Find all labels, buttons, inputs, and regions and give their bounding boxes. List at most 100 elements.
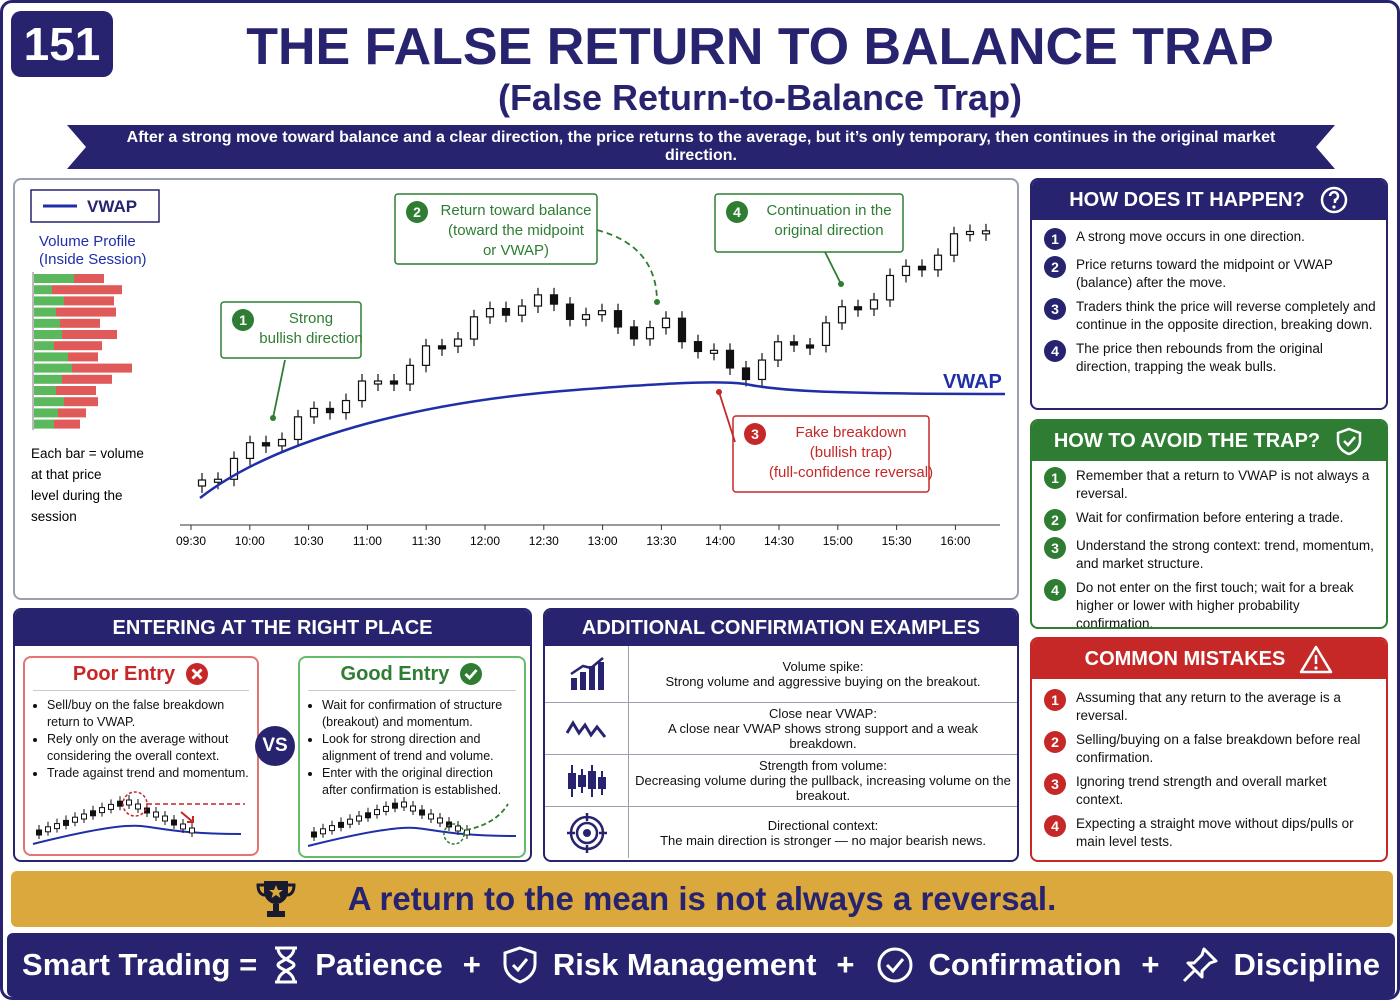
panel-header: COMMON MISTAKES [1032, 639, 1386, 679]
mini-body [126, 799, 132, 806]
candle-body [277, 438, 287, 447]
confirm-text: Volume spike: Strong volume and aggressiv… [629, 646, 1017, 702]
time-label: 16:00 [940, 534, 970, 548]
entering-panel: ENTERING AT THE RIGHT PLACE Poor Entry S… [13, 608, 532, 862]
mini-vwap [32, 824, 242, 845]
footer-lead: Smart Trading = [22, 947, 258, 982]
bullet-list: Wait for confirmation of structure (brea… [308, 697, 516, 799]
callout-text: Continuation in the [766, 202, 891, 219]
profile-red [62, 330, 117, 339]
icon [877, 947, 913, 983]
candle-body [533, 294, 543, 307]
profile-red [62, 374, 112, 384]
time-label: 11:30 [412, 534, 441, 548]
profile-green [34, 363, 72, 373]
item-text: Assuming that any return to the average … [1076, 690, 1341, 723]
candle-body [805, 344, 815, 349]
candle-body [645, 327, 655, 340]
mini-body [329, 825, 335, 832]
footer-item: Patience [315, 947, 443, 982]
panel-header: HOW TO AVOID THE TRAP? [1032, 421, 1386, 461]
callout-number: 2 [413, 204, 421, 220]
icon [1336, 427, 1362, 456]
profile-green [34, 397, 64, 407]
box-title-text: Poor Entry [72, 662, 176, 685]
profile-green [34, 352, 68, 362]
mini-body [153, 811, 159, 818]
candle-body [469, 316, 479, 340]
profile-green [34, 341, 54, 351]
item-text: Price returns toward the midpoint or VWA… [1076, 257, 1333, 290]
icon [275, 946, 298, 984]
profile-green [34, 374, 62, 384]
item-text: Remember that a return to VWAP is not al… [1076, 468, 1370, 501]
confirm-panel: ADDITIONAL CONFIRMATION EXAMPLES Volume … [543, 608, 1019, 862]
candle-body [261, 442, 271, 447]
mini-body [63, 819, 69, 826]
mini-vwap [307, 826, 517, 847]
profile-note: Each bar = volume at that price level duri… [31, 446, 144, 524]
note-line: at that price [31, 467, 102, 482]
number-badge: 2 [1044, 509, 1066, 531]
bullet-item: Enter with the original direction after … [322, 765, 516, 799]
bullet-list: Sell/buy on the false breakdown return t… [33, 697, 249, 782]
arrow-head [270, 415, 276, 421]
note-line: Each bar = volume [31, 446, 144, 461]
footer-icon [501, 945, 539, 985]
mini-body [428, 813, 434, 820]
profile-red [60, 318, 100, 328]
candle-body [389, 380, 399, 385]
candle-body [837, 306, 847, 324]
footer: Smart Trading = Patience + Risk Management +… [7, 933, 1395, 997]
confirm-text: Directional context: The main direction i… [629, 807, 1017, 858]
time-label: 14:00 [705, 534, 735, 548]
candle-body [309, 407, 319, 418]
candle-body [981, 230, 991, 235]
callout-badge [726, 201, 748, 223]
candle-body [517, 305, 527, 316]
mini-arrow [180, 811, 194, 823]
icon [186, 663, 209, 685]
confirm-row: Close near VWAP: A close near VWAP shows … [545, 702, 1017, 754]
candle-body [821, 322, 831, 347]
candle-body [629, 326, 639, 340]
confirm-text: Strength from volume: Decreasing volume d… [629, 755, 1017, 806]
footer-separator: + [836, 947, 855, 982]
callout-text: (bullish trap) [810, 444, 893, 461]
candle-body [773, 341, 783, 361]
confirm-desc: The main direction is stronger — no majo… [660, 832, 986, 848]
candle-body [693, 341, 703, 353]
profile-red [52, 285, 122, 295]
footer-icon [271, 945, 301, 985]
mini-body [383, 805, 389, 812]
candlestick-chart: VWAP 09:30 10:00 10:30 11:00 11:30 12:00 12:30 1… [30, 189, 1006, 548]
candle-body [357, 380, 367, 402]
callout-text: Fake breakdown [796, 424, 907, 441]
list-item: 3 Understand the strong context: trend, m… [1044, 537, 1376, 573]
mini-body [135, 803, 141, 810]
profile-subtitle: (Inside Session) [39, 251, 147, 268]
footer-item: Confirmation [928, 947, 1122, 982]
callout-arrow [824, 251, 842, 285]
time-label: 12:00 [470, 534, 500, 548]
bullet-item: Wait for confirmation of structure (brea… [322, 697, 516, 731]
candle-body [485, 308, 495, 318]
profile-red [68, 352, 98, 362]
confirm-desc: Decreasing volume during the pullback, i… [635, 773, 1011, 803]
mini-body [90, 810, 96, 817]
confirm-title: Volume spike: [782, 659, 864, 674]
confirm-title: Close near VWAP: [769, 706, 877, 721]
item-text: The price then rebounds from the origina… [1076, 341, 1323, 374]
footer-item: Discipline [1233, 947, 1380, 982]
confirm-desc: A close near VWAP shows strong support a… [667, 721, 978, 751]
item-text: Understand the strong context: trend, mo… [1076, 538, 1374, 571]
item-text: Do not enter on the first touch; wait fo… [1076, 580, 1354, 629]
mini-body [180, 823, 186, 830]
icon [569, 657, 604, 690]
number-badge: 4 [1044, 579, 1066, 601]
icon [565, 719, 606, 738]
mini-body [189, 827, 195, 834]
mini-body [171, 819, 177, 826]
candle-body [725, 349, 735, 369]
callout-text: bullish direction [259, 330, 362, 347]
